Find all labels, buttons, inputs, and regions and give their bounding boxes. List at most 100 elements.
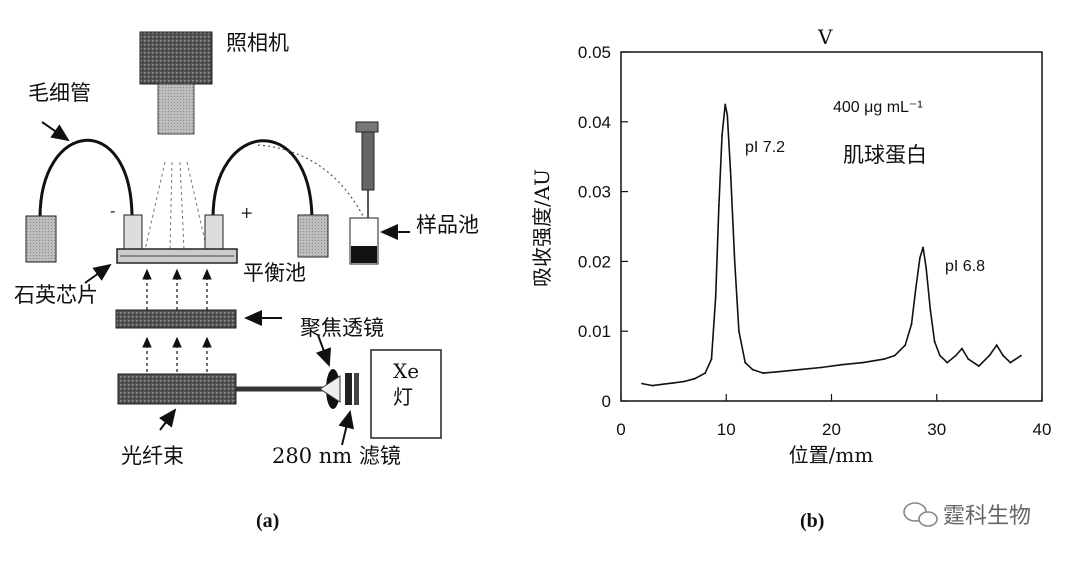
data-point: [946, 361, 949, 364]
y-tick-label: 0.01: [578, 322, 611, 341]
series-line-absorbance: [641, 104, 1022, 387]
data-point: [862, 361, 864, 364]
data-point: [751, 368, 754, 371]
label-fiber-bundle: 光纤束: [121, 444, 184, 468]
data-point: [737, 330, 740, 333]
data-point: [925, 267, 928, 270]
x-tick-label: 20: [822, 420, 841, 439]
label-focus-lens: 聚焦透镜: [300, 316, 384, 340]
xe-lamp-label-bottom: 灯: [393, 385, 413, 409]
data-point: [1009, 361, 1012, 364]
x-tick-label: 10: [717, 420, 736, 439]
camera-lens: [157, 83, 195, 135]
camera-view-lines: [144, 161, 208, 251]
y-tick-label: 0.02: [578, 252, 611, 271]
data-point: [1002, 354, 1004, 357]
label-balance-cell: 平衡池: [243, 261, 306, 285]
fiber-bundle: [117, 373, 237, 405]
filter-280nm-b: [354, 373, 359, 405]
data-point: [954, 354, 957, 357]
camera-body: [139, 31, 213, 85]
data-point: [1020, 354, 1022, 357]
reservoir-minus: [123, 214, 143, 251]
reservoir-plus: [204, 214, 224, 251]
label-plus: +: [240, 203, 253, 222]
data-point: [729, 169, 732, 172]
annotation-concentration: 400 μg mL⁻¹: [833, 99, 923, 116]
caption-b: (b): [800, 510, 824, 532]
annotation-protein: 肌球蛋白: [843, 143, 927, 167]
syringe-cap: [355, 121, 379, 133]
y-tick-label: 0.04: [578, 113, 611, 132]
data-point: [977, 365, 980, 367]
label-capillary: 毛细管: [28, 81, 91, 105]
x-axis-label: 位置/mm: [789, 443, 874, 467]
data-point: [893, 354, 896, 357]
data-point: [714, 295, 717, 298]
sample-cell-fill: [351, 246, 377, 263]
data-point: [777, 370, 780, 373]
label-quartz-chip: 石英芯片: [14, 283, 98, 307]
data-point: [988, 354, 991, 357]
capillary-left: [38, 138, 134, 219]
data-point: [929, 309, 932, 312]
data-point: [683, 380, 686, 383]
data-point: [933, 340, 936, 343]
data-point: [919, 257, 921, 259]
data-point: [995, 344, 998, 347]
sample-feed-line: [257, 144, 366, 221]
ptr-lens: [315, 334, 332, 367]
x-axis: 0 10 20 30 40: [616, 394, 1051, 439]
data-point: [641, 382, 643, 385]
data-point: [721, 134, 723, 137]
label-camera: 照相机: [226, 31, 289, 55]
data-point: [693, 377, 696, 380]
watermark: 霆科生物: [903, 502, 1031, 529]
data-point: [914, 288, 917, 291]
y-tick-label: 0.05: [578, 43, 611, 62]
x-tick-label: 30: [927, 420, 946, 439]
data-point: [820, 366, 822, 369]
data-point: [799, 368, 801, 371]
data-point: [710, 358, 713, 361]
data-point: [744, 361, 747, 364]
balance-cell: [297, 214, 329, 258]
x-tick-label: 0: [616, 420, 625, 439]
data-point: [922, 246, 924, 249]
y-tick-label: 0.03: [578, 183, 611, 202]
data-point: [733, 260, 736, 263]
caption-a: (a): [256, 510, 279, 532]
y-tick-label: 0: [602, 392, 611, 411]
syringe-body: [361, 131, 375, 191]
ptr-filter: [338, 410, 355, 446]
data-point: [651, 384, 654, 387]
data-point: [662, 383, 664, 386]
apparatus-diagram: Xe 灯 照相机 毛细管 样品池 石英芯片 平衡池 聚焦透镜 光纤束 280 n…: [14, 31, 479, 468]
data-point: [883, 358, 886, 361]
chart-top-mark: V: [817, 25, 833, 49]
wechat-icon: [903, 502, 938, 527]
data-point: [724, 103, 727, 106]
lens-cone: [319, 375, 341, 403]
watermark-text: 霆科生物: [943, 504, 1031, 529]
data-point: [717, 204, 720, 207]
vial-left: [25, 215, 57, 263]
label-filter: 280 nm 滤镜: [272, 444, 401, 468]
xe-lamp-label-top: Xe: [393, 359, 419, 383]
data-point: [904, 344, 907, 347]
data-point: [762, 372, 764, 374]
focus-lens-plate: [115, 309, 237, 329]
label-sample-cell: 样品池: [416, 213, 479, 237]
x-tick-label: 40: [1033, 420, 1052, 439]
capillary-right: [211, 139, 314, 219]
data-point: [672, 381, 675, 384]
data-point: [961, 347, 963, 350]
data-point: [910, 323, 913, 326]
y-axis-label: 吸收强度/AU: [530, 169, 554, 287]
y-axis: 0 0.01 0.02 0.03 0.04 0.05: [578, 43, 628, 411]
filter-280nm: [345, 373, 352, 405]
annotation-peak-1: pI 7.2: [745, 139, 785, 156]
ptr-fiber: [159, 408, 177, 431]
